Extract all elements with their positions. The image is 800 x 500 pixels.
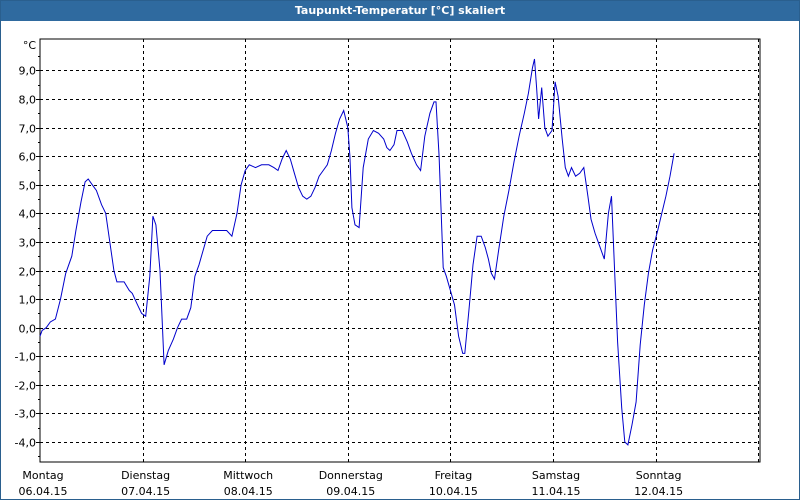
series-line bbox=[39, 58, 675, 446]
window-titlebar: Taupunkt-Temperatur [°C] skaliert bbox=[1, 1, 799, 21]
x-tick-date-label: 07.04.15 bbox=[121, 485, 170, 498]
x-tick-day-label: Samstag bbox=[532, 469, 580, 482]
y-tick-label: 7,0 bbox=[19, 123, 37, 136]
window-title: Taupunkt-Temperatur [°C] skaliert bbox=[294, 4, 506, 17]
x-tick-day-label: Dienstag bbox=[121, 469, 170, 482]
x-tick-day-label: Freitag bbox=[435, 469, 473, 482]
x-tick-date-label: 11.04.15 bbox=[532, 485, 581, 498]
x-tick-date-label: 12.04.15 bbox=[634, 485, 683, 498]
y-tick-label: 2,0 bbox=[19, 266, 37, 279]
y-tick-label: 1,0 bbox=[19, 294, 37, 307]
y-axis-unit: °C bbox=[23, 39, 37, 52]
y-tick-label: 6,0 bbox=[19, 151, 37, 164]
x-tick-date-label: 09.04.15 bbox=[326, 485, 375, 498]
y-tick-label: 3,0 bbox=[19, 237, 37, 250]
y-tick-label: 0,0 bbox=[19, 323, 37, 336]
x-tick-day-label: Donnerstag bbox=[319, 469, 383, 482]
y-tick-label: -4,0 bbox=[15, 437, 36, 450]
x-tick-day-label: Montag bbox=[22, 469, 63, 482]
x-tick-date-label: 10.04.15 bbox=[429, 485, 478, 498]
y-tick-label: -2,0 bbox=[15, 380, 36, 393]
y-tick-label: 8,0 bbox=[19, 94, 37, 107]
x-tick-day-label: Sonntag bbox=[636, 469, 682, 482]
y-tick-label: 4,0 bbox=[19, 208, 37, 221]
y-tick-label: 9,0 bbox=[19, 65, 37, 78]
y-tick-label: -3,0 bbox=[15, 408, 36, 421]
y-tick-label: 5,0 bbox=[19, 180, 37, 193]
y-tick-label: -1,0 bbox=[15, 351, 36, 364]
x-tick-date-label: 06.04.15 bbox=[19, 485, 68, 498]
x-tick-day-label: Mittwoch bbox=[223, 469, 273, 482]
plot-frame bbox=[39, 38, 761, 463]
x-tick-date-label: 08.04.15 bbox=[224, 485, 273, 498]
